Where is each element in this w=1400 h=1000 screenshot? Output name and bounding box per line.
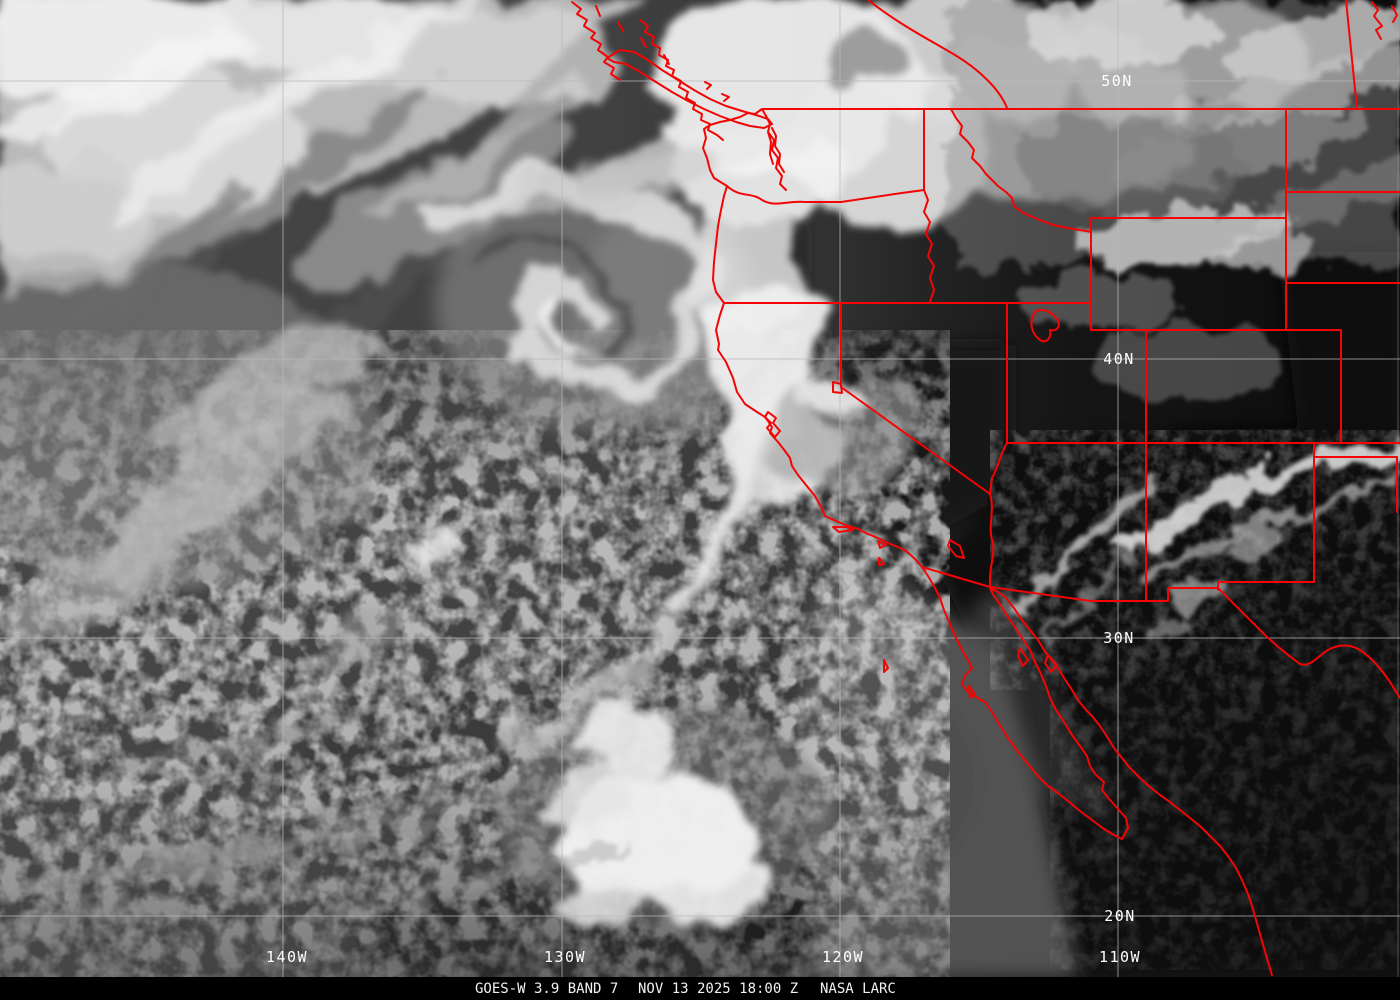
longitude-label-140w: 140W bbox=[266, 948, 308, 966]
latitude-label-50n: 50N bbox=[1101, 72, 1133, 90]
bc-fjords bbox=[595, 5, 670, 65]
bc-alberta-border bbox=[867, 0, 1008, 109]
vancouver-island-outline bbox=[606, 49, 773, 129]
bc-coastline bbox=[571, 1, 621, 81]
georgia-strait-islands bbox=[704, 81, 730, 102]
caption-bar: GOES-W 3.9 BAND 7 NOV 13 2025 18:00 Z NA… bbox=[0, 977, 1400, 1000]
puget-sound bbox=[761, 108, 787, 191]
caption-instrument: GOES-W 3.9 BAND 7 bbox=[475, 981, 618, 997]
political-boundaries-overlay bbox=[571, 0, 1400, 976]
pacific-coastline bbox=[702, 108, 1273, 976]
latitude-label-30n: 30N bbox=[1103, 629, 1135, 647]
wave-cloud-rows bbox=[0, 707, 637, 927]
grid-labels: 50N 40N 30N 20N 140W 130W 120W 110W bbox=[266, 72, 1141, 966]
longitude-label-130w: 130W bbox=[544, 948, 586, 966]
latitude-label-40n: 40N bbox=[1103, 350, 1135, 368]
dry-slot bbox=[465, 238, 633, 368]
cedros-island bbox=[968, 685, 976, 699]
salton-sea bbox=[947, 539, 965, 559]
idaho-montana-border bbox=[950, 108, 1092, 233]
dark-plains bbox=[1278, 252, 1400, 442]
guadalupe-island bbox=[883, 659, 889, 673]
scattered-cumulus-southeast bbox=[990, 430, 1400, 690]
lake-tahoe bbox=[832, 381, 843, 394]
gulf-of-california-islands bbox=[1017, 647, 1058, 673]
san-francisco-bay bbox=[764, 411, 781, 438]
longitude-label-110w: 110W bbox=[1099, 948, 1141, 966]
longitude-label-120w: 120W bbox=[822, 948, 864, 966]
manitoba-lakes bbox=[1371, 1, 1398, 40]
us-mexico-border bbox=[921, 566, 1400, 699]
sask-manitoba-border bbox=[1345, 0, 1358, 110]
northern-rockies-streaks bbox=[950, 0, 1400, 400]
idaho-west-border bbox=[923, 108, 935, 303]
wa-or-border bbox=[726, 185, 925, 205]
caption-background bbox=[0, 977, 1400, 1000]
colorado-river-border bbox=[989, 442, 1008, 589]
caption-credit: NASA LARC bbox=[820, 981, 896, 997]
channel-islands bbox=[832, 526, 887, 566]
great-salt-lake bbox=[1030, 309, 1060, 343]
convective-cluster bbox=[495, 702, 825, 930]
caption-timestamp: NOV 13 2025 18:00 Z bbox=[638, 981, 798, 997]
latitude-label-20n: 20N bbox=[1104, 907, 1136, 925]
